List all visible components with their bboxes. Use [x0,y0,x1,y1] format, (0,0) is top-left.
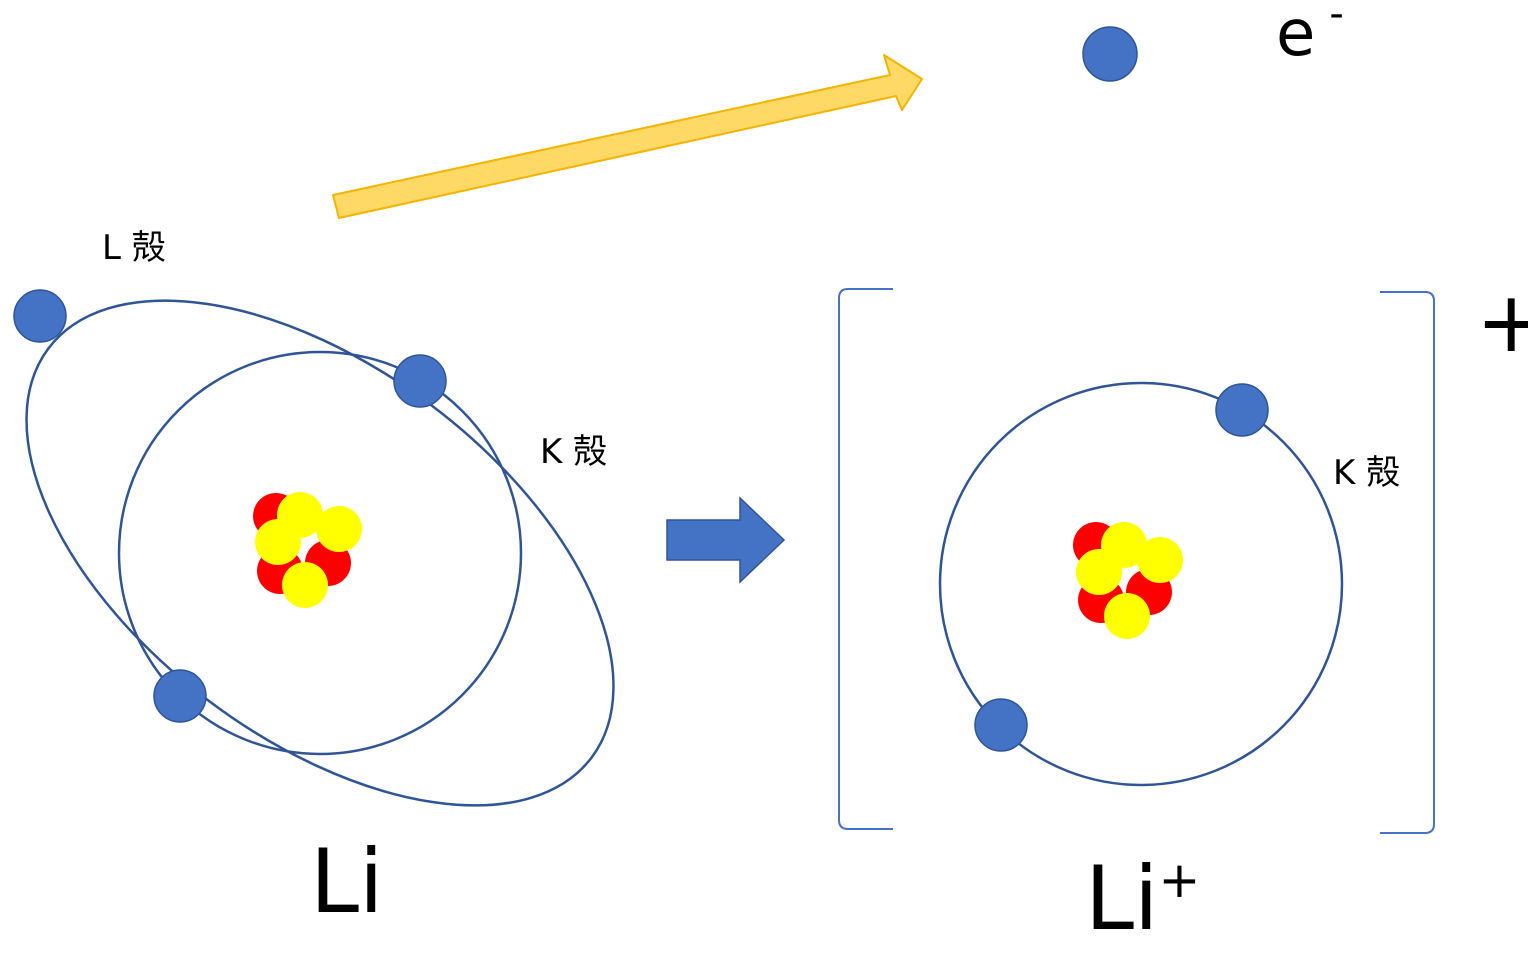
k-shell-label-ion: K 殻 [1333,453,1401,493]
l-shell-orbit [25,299,615,807]
k-shell-orbit-atom [117,350,523,756]
ion-symbol-text: Li [1085,847,1159,950]
k-shell-electron-ion-1 [1215,383,1269,437]
k-shell-orbit-ion [938,381,1344,787]
k-shell-electron-ion-2 [974,698,1028,752]
k-shell-electron-atom-2 [153,669,207,723]
ejection-arrow [332,54,923,219]
right-bracket [1380,291,1435,834]
k-shell-electron-atom-1 [393,354,447,408]
l-shell-label: L 殻 [102,228,166,268]
l-shell-electron [13,289,67,343]
k-shell-label-atom: K 殻 [540,432,608,472]
nucleus-ion [1073,522,1183,639]
free-electron [1082,26,1138,82]
ion-symbol-label: Li+ [1085,855,1200,943]
left-bracket [838,288,893,830]
electron-charge-superscript: - [1329,0,1344,37]
ion-charge-superscript: + [1158,851,1201,909]
nucleus-atom [253,492,362,608]
bracket-charge-label: + [1476,273,1528,371]
electron-symbol-text: e [1276,0,1316,71]
electron-label: e- [1276,0,1344,66]
reaction-arrow [666,496,786,584]
atom-symbol-label: Li [310,830,384,933]
